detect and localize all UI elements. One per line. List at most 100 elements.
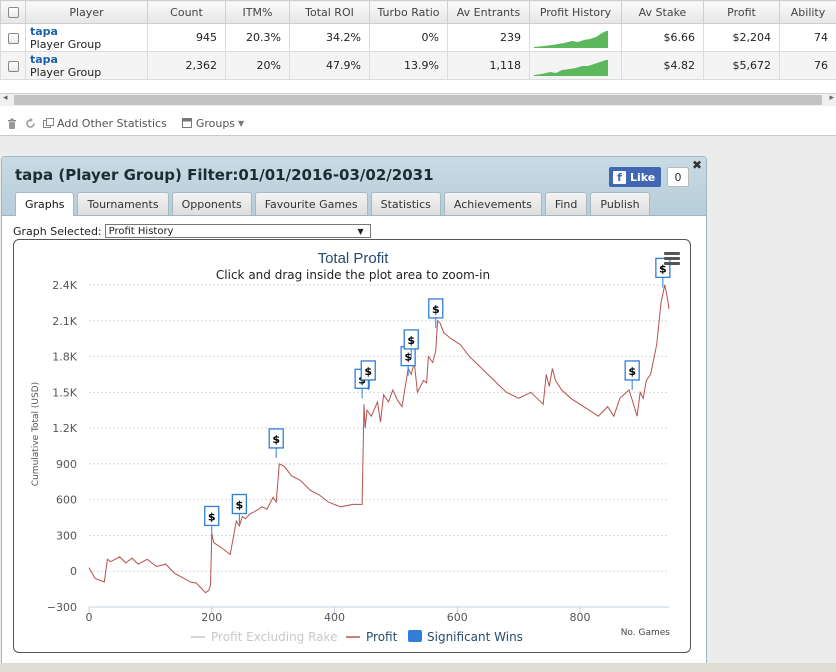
scrollbar-thumb[interactable] [14,95,822,105]
profit-history-sparkline [529,51,622,80]
legend-item-profit[interactable]: Profit [366,630,398,644]
turbo-cell: 13.9% [369,51,448,80]
significant-win-flag[interactable]: $ [624,360,640,390]
table-row[interactable]: tapa Player Group 945 20.3% 34.2% 0% 239 … [0,23,836,52]
add-stats-icon [42,117,54,129]
close-icon[interactable]: ✖ [691,158,702,172]
trash-icon[interactable] [6,117,18,129]
profit-cell: $2,204 [703,23,780,52]
significant-win-flag[interactable]: $ [428,298,444,328]
roi-cell: 47.9% [289,51,370,80]
panel-title: tapa (Player Group) Filter:01/01/2016-03… [15,166,434,184]
panel-tabs: Graphs Tournaments Opponents Favourite G… [15,192,650,216]
y-tick-label: 1.5K [52,386,77,399]
player-cell[interactable]: tapa Player Group [25,23,148,52]
graph-select-dropdown[interactable]: Profit History ▼ [104,224,371,238]
column-header-itm[interactable]: ITM% [225,0,290,24]
table-header-row: Player Count ITM% Total ROI Turbo Ratio … [0,0,836,24]
graph-selector-row: Graph Selected: Profit History ▼ [13,224,371,238]
horizontal-scrollbar[interactable]: ◂ ▸ [0,93,836,106]
significant-win-flag[interactable]: $ [268,428,284,458]
column-header-av-stake[interactable]: Av Stake [621,0,704,24]
row-checkbox[interactable] [0,23,26,52]
y-tick-label: 1.8K [52,351,77,364]
turbo-cell: 0% [369,23,448,52]
scroll-left-icon[interactable]: ◂ [3,93,8,103]
dropdown-arrow-icon: ▼ [357,226,364,236]
chart-legend: Profit Excluding Rake Profit Significant… [191,630,523,644]
player-details-panel: tapa (Player Group) Filter:01/01/2016-03… [1,156,707,668]
tab-achievements[interactable]: Achievements [443,192,542,215]
chevron-down-icon: ▼ [238,118,245,128]
legend-item-profit-excluding-rake[interactable]: Profit Excluding Rake [211,630,337,644]
significant-win-flag[interactable]: $ [403,329,419,359]
scroll-right-icon[interactable]: ▸ [829,93,834,103]
groups-dropdown[interactable]: Groups ▼ [181,117,244,130]
significant-win-flag[interactable]: $ [400,345,416,376]
select-all-checkbox[interactable] [0,0,26,24]
row-checkbox[interactable] [0,51,26,80]
facebook-like-widget: f Like 0 [609,167,689,187]
player-name-link[interactable]: tapa [30,24,58,38]
y-tick-label: 300 [56,529,77,542]
total-profit-chart[interactable]: −300 0 300 600 900 1.2K 1.5K 1.8K 2.1K 2.4K 0 200 40… [13,239,691,653]
roi-cell: 34.2% [289,23,370,52]
column-header-turbo-ratio[interactable]: Turbo Ratio [369,0,448,24]
table-row[interactable]: tapa Player Group 2,362 20% 47.9% 13.9% 1… [0,51,836,80]
graph-selected-label: Graph Selected: [13,224,102,238]
y-tick-label: 2.4K [52,279,77,292]
column-header-ability[interactable]: Ability [779,0,836,24]
x-tick-label: 800 [570,611,591,624]
entrants-cell: 239 [447,23,530,52]
profit-history-sparkline [529,23,622,52]
tab-tournaments[interactable]: Tournaments [77,192,169,215]
column-header-count[interactable]: Count [147,0,226,24]
refresh-icon[interactable] [24,117,36,129]
svg-text:$: $ [432,303,440,316]
y-tick-label: 0 [70,565,77,578]
tab-graphs[interactable]: Graphs [15,192,75,216]
y-axis-title: Cumulative Total (USD) [31,382,41,486]
facebook-icon: f [613,170,626,184]
player-cell[interactable]: tapa Player Group [25,51,148,80]
bottom-strip [0,663,836,672]
add-other-statistics-button[interactable]: Add Other Statistics [42,117,167,130]
tab-favourite-games[interactable]: Favourite Games [254,192,368,215]
tab-opponents[interactable]: Opponents [171,192,252,215]
player-group-label: Player Group [30,65,102,79]
svg-text:$: $ [272,433,280,446]
facebook-like-label: Like [630,170,656,184]
legend-item-significant-wins[interactable]: Significant Wins [427,630,523,644]
significant-win-flag[interactable]: $ [231,493,248,524]
significant-win-flag[interactable]: $ [204,505,220,536]
player-grid-panel: Player Count ITM% Total ROI Turbo Ratio … [0,0,836,136]
x-tick-label: 600 [447,611,468,624]
column-header-total-roi[interactable]: Total ROI [289,0,370,24]
entrants-cell: 1,118 [447,51,530,80]
column-header-player[interactable]: Player [25,0,148,24]
player-name-link[interactable]: tapa [30,52,58,66]
facebook-like-button[interactable]: f Like [609,167,661,187]
column-header-profit-history[interactable]: Profit History [529,0,622,24]
significant-win-flag[interactable]: $ [360,360,376,390]
ability-cell: 76 [779,51,836,80]
player-group-label: Player Group [30,37,102,51]
count-cell: 945 [147,23,226,52]
chart-subtitle: Click and drag inside the plot area to z… [216,268,490,282]
facebook-like-count: 0 [667,167,689,187]
tab-find[interactable]: Find [544,192,588,215]
groups-label: Groups [195,116,236,130]
graph-select-value: Profit History [108,225,174,237]
column-header-profit[interactable]: Profit [703,0,780,24]
column-header-av-entrants[interactable]: Av Entrants [447,0,530,24]
add-other-statistics-label: Add Other Statistics [57,116,167,130]
profit-series-line[interactable] [88,284,670,594]
count-cell: 2,362 [147,51,226,80]
chart-menu-icon[interactable] [664,252,680,267]
tab-statistics[interactable]: Statistics [370,192,441,215]
tab-publish[interactable]: Publish [590,192,650,215]
chart-canvas[interactable]: −300 0 300 600 900 1.2K 1.5K 1.8K 2.1K 2.4K 0 200 40… [14,240,691,653]
y-tick-label: 2.1K [52,315,77,328]
chart-title: Total Profit [318,250,390,267]
grid-toolbar: Add Other Statistics Groups ▼ [0,113,244,133]
